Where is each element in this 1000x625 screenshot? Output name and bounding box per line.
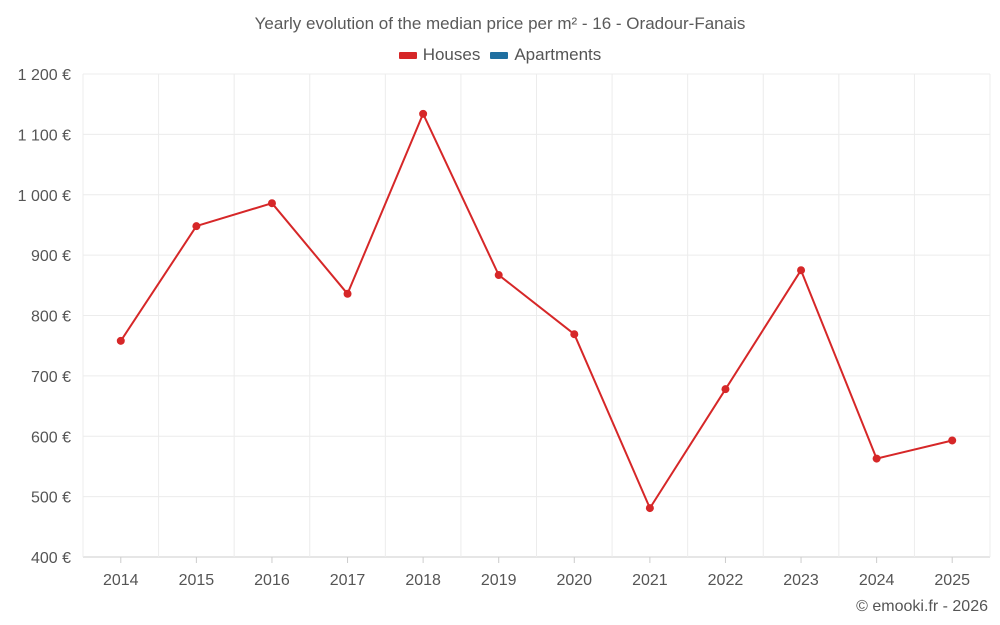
x-tick-label: 2022 bbox=[708, 572, 744, 589]
chart-title: Yearly evolution of the median price per… bbox=[254, 14, 746, 33]
y-tick-label: 700 € bbox=[31, 369, 71, 386]
y-tick-label: 800 € bbox=[31, 309, 71, 326]
x-tick-label: 2018 bbox=[405, 572, 441, 589]
data-point-houses bbox=[645, 504, 654, 513]
x-tick-label: 2014 bbox=[103, 572, 139, 589]
legend-label-houses: Houses bbox=[422, 45, 481, 64]
data-point-houses bbox=[419, 109, 428, 118]
legend-item-apartments[interactable]: Apartments bbox=[490, 45, 601, 65]
series-line-houses bbox=[119, 112, 953, 510]
legend: Houses Apartments bbox=[0, 45, 1000, 65]
data-point-houses bbox=[494, 271, 503, 280]
data-point-houses bbox=[948, 436, 957, 445]
y-tick-label: 1 000 € bbox=[18, 188, 71, 205]
legend-label-apartments: Apartments bbox=[514, 45, 602, 64]
x-tick-label: 2016 bbox=[254, 572, 290, 589]
data-point-houses bbox=[570, 330, 579, 339]
x-tick-label: 2024 bbox=[859, 572, 895, 589]
x-tick-label: 2021 bbox=[632, 572, 668, 589]
legend-swatch-apartments bbox=[490, 51, 509, 59]
y-tick-label: 400 € bbox=[31, 550, 71, 567]
data-point-houses bbox=[872, 454, 881, 463]
legend-item-houses[interactable]: Houses bbox=[398, 45, 481, 65]
x-tick-label: 2019 bbox=[481, 572, 517, 589]
copyright-credit: © emooki.fr - 2026 bbox=[856, 598, 988, 615]
x-tick-label: 2020 bbox=[556, 572, 592, 589]
x-tick-label: 2023 bbox=[783, 572, 819, 589]
legend-swatch-houses bbox=[398, 51, 417, 59]
y-tick-label: 1 200 € bbox=[18, 67, 71, 84]
data-point-houses bbox=[797, 266, 806, 275]
data-point-houses bbox=[267, 199, 276, 208]
y-tick-label: 500 € bbox=[31, 490, 71, 507]
x-tick-label: 2017 bbox=[330, 572, 366, 589]
data-point-houses bbox=[721, 385, 730, 394]
y-tick-label: 600 € bbox=[31, 429, 71, 446]
y-tick-label: 900 € bbox=[31, 248, 71, 265]
data-point-houses bbox=[192, 222, 201, 231]
data-point-houses bbox=[343, 289, 352, 298]
y-tick-label: 1 100 € bbox=[18, 127, 71, 144]
x-tick-label: 2025 bbox=[934, 572, 970, 589]
data-point-houses bbox=[116, 336, 125, 345]
x-tick-label: 2015 bbox=[179, 572, 215, 589]
